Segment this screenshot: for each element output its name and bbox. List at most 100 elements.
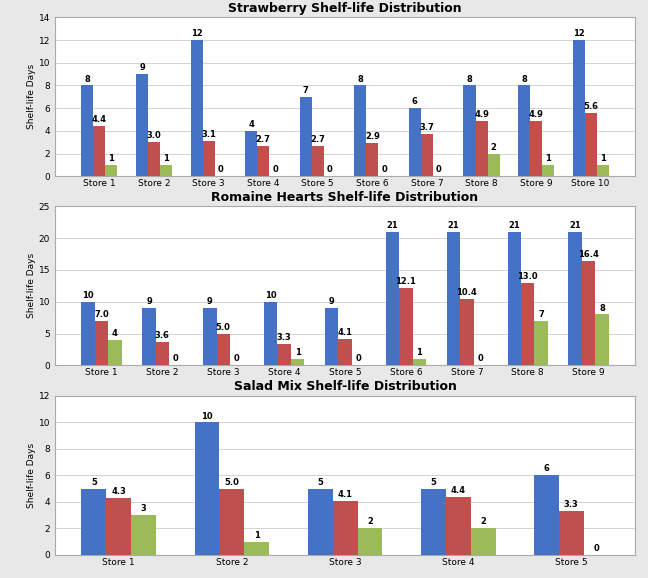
Text: 3.0: 3.0	[146, 131, 161, 140]
Bar	[476, 121, 487, 176]
Text: 8: 8	[85, 75, 90, 84]
Bar	[108, 340, 122, 365]
Bar	[244, 542, 270, 555]
Text: 4.4: 4.4	[92, 116, 107, 124]
Text: 5: 5	[91, 478, 97, 487]
Text: 3.3: 3.3	[564, 501, 579, 509]
Text: 9: 9	[207, 297, 213, 306]
Bar	[535, 321, 548, 365]
Bar	[530, 121, 542, 176]
Bar	[470, 528, 496, 555]
Text: 5.6: 5.6	[583, 102, 598, 111]
Bar	[338, 339, 352, 365]
Bar	[399, 288, 413, 365]
Bar	[216, 334, 230, 365]
Text: 2: 2	[491, 143, 496, 151]
Text: 21: 21	[509, 221, 520, 230]
Text: 1: 1	[108, 154, 115, 163]
Bar	[573, 40, 584, 176]
Text: 1: 1	[295, 348, 301, 357]
Text: 2.9: 2.9	[365, 132, 380, 142]
Text: 8: 8	[358, 75, 364, 84]
Text: 3.6: 3.6	[155, 332, 170, 340]
Bar	[518, 86, 530, 176]
Bar	[82, 86, 93, 176]
Text: 1: 1	[254, 531, 260, 540]
Bar	[366, 143, 378, 176]
Text: 0: 0	[594, 544, 599, 553]
Bar	[534, 475, 559, 555]
Text: 10.4: 10.4	[456, 288, 477, 297]
Y-axis label: Shelf-life Days: Shelf-life Days	[27, 253, 36, 318]
Bar	[148, 142, 160, 176]
Bar	[308, 488, 332, 555]
Text: 8: 8	[521, 75, 527, 84]
Bar	[106, 498, 132, 555]
Bar	[203, 141, 214, 176]
Bar	[93, 127, 106, 176]
Text: 4: 4	[248, 120, 254, 129]
Bar	[507, 232, 521, 365]
Text: 2: 2	[367, 517, 373, 527]
Bar	[568, 232, 582, 365]
Bar	[413, 359, 426, 365]
Bar	[542, 165, 554, 176]
Bar	[584, 113, 597, 176]
Text: 12: 12	[573, 29, 584, 38]
Bar	[132, 515, 156, 555]
Bar	[487, 154, 500, 176]
Text: Note: Stores 4 and 9 and stores 5 and 10 are the same company: Note: Stores 4 and 9 and stores 5 and 10…	[407, 231, 635, 236]
Text: 4.3: 4.3	[111, 487, 126, 496]
Text: 3.3: 3.3	[277, 334, 292, 342]
Bar	[82, 488, 106, 555]
Text: 5: 5	[318, 478, 323, 487]
Text: 3: 3	[141, 504, 146, 513]
Text: 21: 21	[570, 221, 581, 230]
Text: 3.7: 3.7	[419, 123, 434, 132]
Bar	[300, 97, 312, 176]
Text: 1: 1	[545, 154, 551, 163]
Y-axis label: Shelf-life Days: Shelf-life Days	[27, 443, 36, 508]
Bar	[582, 261, 596, 365]
Text: 13.0: 13.0	[517, 272, 538, 281]
Text: 9: 9	[139, 63, 145, 72]
Bar	[358, 528, 382, 555]
Text: 3.1: 3.1	[201, 130, 216, 139]
Text: 9: 9	[329, 297, 334, 306]
Bar	[421, 488, 446, 555]
Text: 0: 0	[272, 165, 278, 175]
Title: Salad Mix Shelf-life Distribution: Salad Mix Shelf-life Distribution	[234, 380, 456, 394]
Bar	[143, 308, 156, 365]
Legend: Maximum Shelf-life, Average Shelf-life, Minimum Shelf-life: Maximum Shelf-life, Average Shelf-life, …	[155, 408, 535, 427]
Bar	[460, 299, 474, 365]
Bar	[312, 146, 324, 176]
Bar	[220, 488, 244, 555]
Text: 5.0: 5.0	[216, 323, 231, 332]
Bar	[596, 314, 608, 365]
Bar	[82, 302, 95, 365]
Text: 1: 1	[600, 154, 606, 163]
Text: 2.7: 2.7	[256, 135, 271, 144]
Bar	[559, 511, 584, 555]
Text: 12.1: 12.1	[395, 277, 417, 287]
Text: 4: 4	[112, 329, 118, 338]
Text: 5.0: 5.0	[224, 478, 239, 487]
Text: 4.1: 4.1	[338, 490, 353, 499]
Bar	[386, 232, 399, 365]
Bar	[106, 165, 117, 176]
Text: 6: 6	[412, 97, 418, 106]
Text: 10: 10	[265, 291, 277, 300]
Bar	[257, 146, 269, 176]
Bar	[95, 321, 108, 365]
Bar	[291, 359, 305, 365]
Bar	[463, 86, 476, 176]
Bar	[409, 108, 421, 176]
Legend: Maximum Shelf-life, Average Shelf-life, Minimum Shelf-life: Maximum Shelf-life, Average Shelf-life, …	[155, 219, 535, 238]
Text: 16.4: 16.4	[578, 250, 599, 259]
Text: 5: 5	[430, 478, 436, 487]
Bar	[194, 423, 220, 555]
Bar	[446, 232, 460, 365]
Text: 1: 1	[417, 348, 422, 357]
Text: 21: 21	[448, 221, 459, 230]
Y-axis label: Shelf-life Days: Shelf-life Days	[27, 64, 36, 129]
